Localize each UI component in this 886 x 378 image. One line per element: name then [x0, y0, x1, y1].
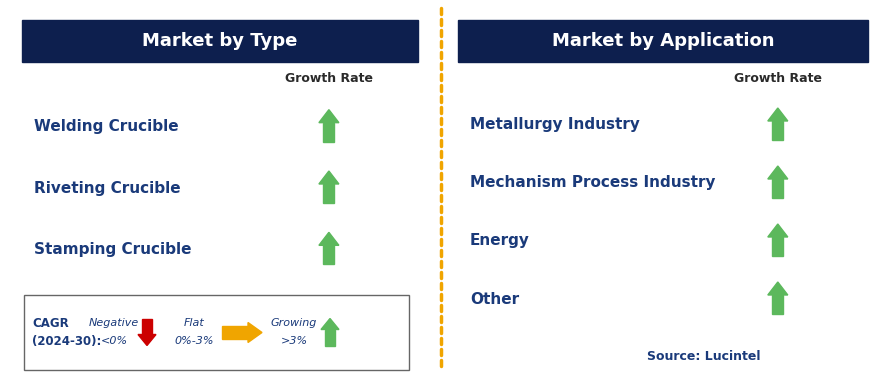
Text: >3%: >3% [281, 336, 307, 347]
Text: Stamping Crucible: Stamping Crucible [34, 242, 191, 257]
Polygon shape [319, 110, 339, 123]
Bar [773, 121, 783, 140]
Bar [323, 123, 334, 142]
Polygon shape [768, 166, 788, 179]
Text: CAGR: CAGR [32, 317, 69, 330]
Polygon shape [321, 319, 339, 330]
Text: Energy: Energy [470, 234, 530, 248]
Bar [325, 330, 335, 345]
Text: Growth Rate: Growth Rate [285, 71, 373, 85]
Text: Growing: Growing [271, 319, 317, 328]
Polygon shape [319, 232, 339, 245]
Text: Metallurgy Industry: Metallurgy Industry [470, 118, 640, 133]
Text: Mechanism Process Industry: Mechanism Process Industry [470, 175, 716, 191]
Bar [222, 326, 248, 339]
Text: Riveting Crucible: Riveting Crucible [34, 181, 181, 195]
Bar [323, 184, 334, 203]
Text: Negative: Negative [89, 319, 139, 328]
Polygon shape [248, 322, 262, 342]
Text: <0%: <0% [100, 336, 128, 347]
Text: Source: Lucintel: Source: Lucintel [648, 350, 761, 363]
Bar [24, 295, 409, 370]
Bar [773, 179, 783, 198]
Bar [22, 20, 418, 62]
Polygon shape [768, 224, 788, 237]
Bar [323, 245, 334, 264]
Text: Other: Other [470, 291, 519, 307]
Bar [142, 319, 152, 335]
Polygon shape [319, 171, 339, 184]
Polygon shape [768, 282, 788, 295]
Text: Growth Rate: Growth Rate [734, 71, 822, 85]
Text: 0%-3%: 0%-3% [175, 336, 214, 347]
Polygon shape [768, 108, 788, 121]
Text: Welding Crucible: Welding Crucible [34, 119, 179, 134]
Bar [458, 20, 868, 62]
Text: Market by Application: Market by Application [552, 32, 774, 50]
Bar [773, 237, 783, 256]
Text: Flat: Flat [183, 319, 205, 328]
Bar [773, 295, 783, 314]
Polygon shape [138, 335, 156, 345]
Text: Market by Type: Market by Type [143, 32, 298, 50]
Text: (2024-30):: (2024-30): [32, 335, 101, 348]
